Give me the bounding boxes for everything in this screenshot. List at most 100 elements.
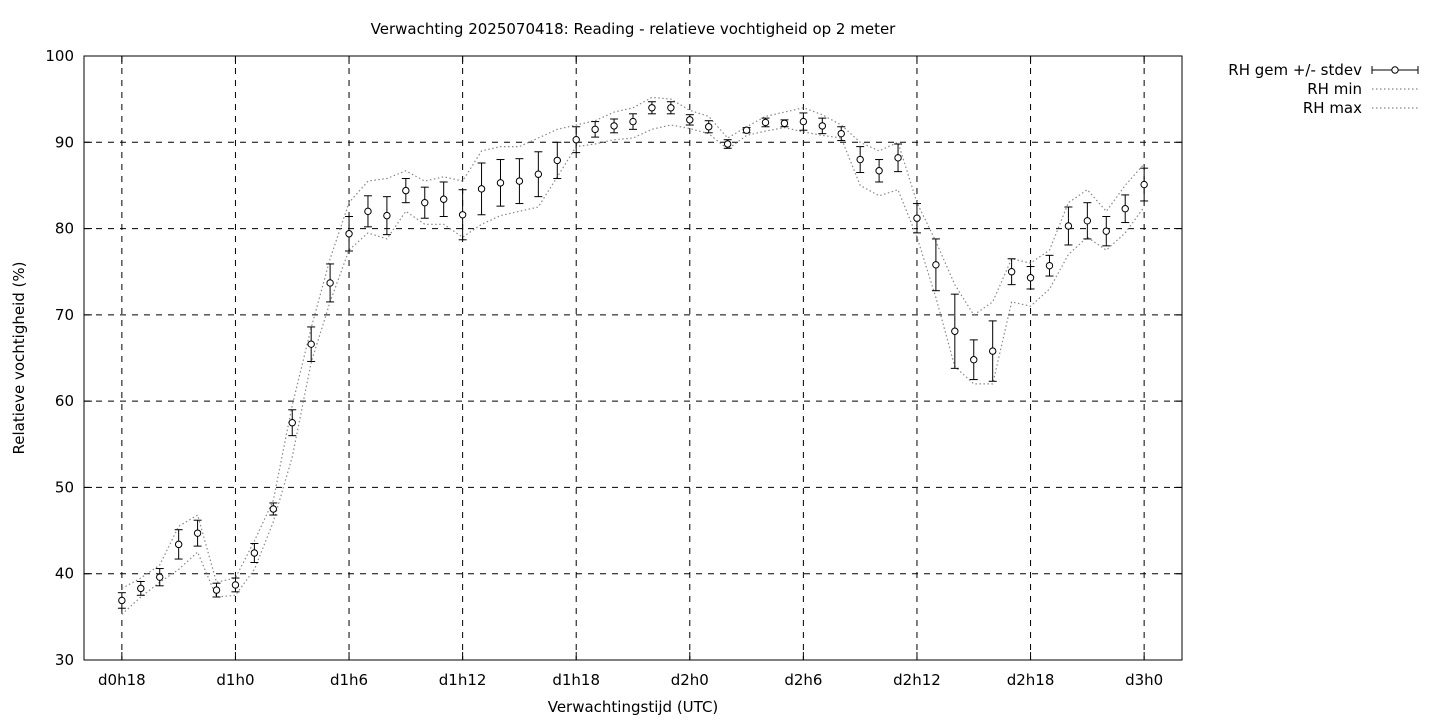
x-axis-label: Verwachtingstijd (UTC) — [548, 698, 719, 716]
errorbar-point — [1064, 206, 1073, 246]
errorbar-point — [837, 126, 846, 142]
errorbar-point — [799, 112, 808, 131]
errorbar-point — [1007, 258, 1016, 286]
errorbar-point — [458, 189, 467, 241]
mean-point — [156, 573, 164, 581]
mean-errorbar-series — [117, 101, 1149, 609]
mean-point — [629, 117, 637, 126]
mean-point — [212, 586, 221, 594]
mean-point — [364, 207, 372, 216]
errorbar-point — [950, 293, 959, 369]
min-max-lines — [121, 96, 1145, 615]
errorbar-point — [610, 118, 619, 134]
errorbar-point — [818, 117, 827, 135]
mean-point — [250, 549, 259, 557]
mean-point — [458, 211, 467, 219]
errorbar-point — [534, 151, 543, 198]
mean-point — [1102, 227, 1110, 235]
plot-frame — [83, 55, 1183, 661]
mean-point — [1026, 274, 1035, 282]
mean-point — [686, 116, 694, 124]
errorbar-point — [723, 139, 732, 149]
mean-point — [875, 167, 883, 175]
y-tick-label: 90 — [55, 133, 74, 151]
mean-point — [1045, 261, 1054, 270]
mean-point — [1083, 217, 1092, 225]
mean-point — [439, 195, 448, 203]
mean-point — [534, 170, 543, 178]
mean-point — [383, 211, 391, 220]
grid-layer — [84, 56, 1182, 660]
mean-point — [496, 179, 505, 187]
mean-point — [780, 119, 789, 128]
mean-point — [269, 505, 278, 513]
errorbar-point — [326, 263, 335, 303]
mean-point — [421, 198, 429, 207]
errorbar-point — [401, 178, 410, 204]
y-tick-label: 70 — [55, 306, 74, 324]
errorbar-point — [988, 320, 997, 382]
x-tick-label: d3h0 — [1125, 671, 1163, 689]
errorbar-point — [212, 582, 221, 598]
mean-point — [723, 140, 732, 148]
errorbar-point — [969, 339, 978, 381]
mean-point — [667, 104, 675, 112]
rh-min-line — [121, 124, 1145, 615]
mean-point — [970, 356, 978, 364]
mean-point — [288, 419, 296, 427]
mean-point — [1064, 222, 1073, 230]
x-tick-label: d1h6 — [330, 671, 368, 689]
mean-point — [402, 186, 410, 195]
mean-point — [1007, 268, 1016, 276]
legend-entry: RH gem +/- stdev — [1228, 61, 1419, 79]
mean-point — [591, 125, 599, 134]
mean-point — [137, 584, 145, 593]
x-tick-label: d2h18 — [1007, 671, 1055, 689]
y-tick-label: 30 — [55, 651, 74, 669]
legend-errorbar-point — [1391, 66, 1399, 74]
mean-point — [1140, 180, 1148, 189]
errorbar-point — [420, 186, 429, 219]
x-tick-label: d0h18 — [98, 671, 146, 689]
errorbar-point — [1102, 215, 1111, 247]
mean-point — [837, 129, 845, 138]
mean-point — [705, 123, 713, 131]
mean-point — [515, 177, 524, 185]
mean-point — [932, 261, 940, 269]
errorbar-point — [477, 162, 486, 216]
errorbar-point — [1083, 202, 1092, 240]
mean-point — [648, 104, 656, 112]
errorbar-point — [894, 143, 903, 173]
errorbar-point — [572, 126, 581, 154]
mean-point — [553, 156, 561, 165]
mean-point — [193, 529, 202, 537]
mean-point — [799, 117, 808, 126]
mean-point — [742, 126, 751, 134]
x-tick-label: d1h12 — [439, 671, 487, 689]
mean-point — [818, 122, 827, 130]
errorbar-point — [685, 114, 694, 126]
errorbar-point — [345, 215, 354, 252]
errorbar-point — [363, 195, 372, 228]
errorbar-point — [1026, 266, 1035, 290]
mean-point — [572, 135, 580, 144]
errorbar-point — [780, 119, 789, 128]
mean-point — [118, 596, 126, 605]
mean-point — [307, 340, 315, 348]
y-tick-label: 100 — [45, 47, 74, 65]
y-axis-label: Relatieve vochtigheid (%) — [10, 261, 28, 454]
errorbar-point — [1121, 194, 1130, 224]
x-tick-label: d1h0 — [216, 671, 254, 689]
legend-label: RH max — [1303, 99, 1362, 117]
errorbar-point — [553, 141, 562, 180]
mean-point — [610, 122, 618, 130]
x-tick-label: d2h6 — [784, 671, 822, 689]
errorbar-point — [382, 196, 391, 236]
legend-entry: RH min — [1307, 80, 1418, 98]
errorbar-point — [704, 120, 713, 134]
errorbar-point — [515, 158, 524, 205]
y-tick-label: 40 — [55, 565, 74, 583]
mean-point — [345, 230, 353, 238]
